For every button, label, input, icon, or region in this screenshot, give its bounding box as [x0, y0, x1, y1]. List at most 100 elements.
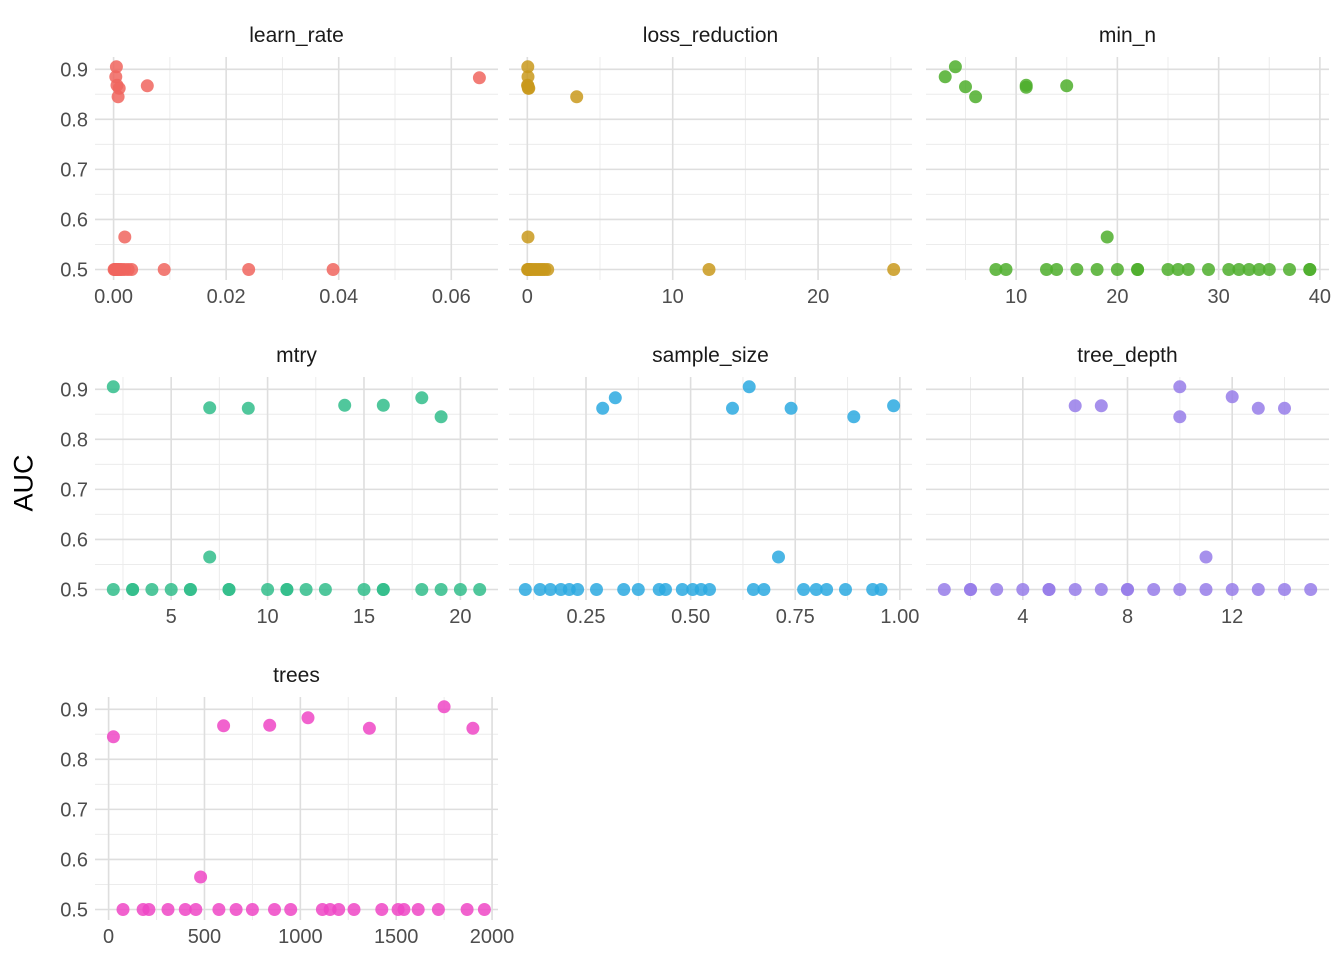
y-tick-label: 0.8 [60, 429, 88, 451]
data-point [617, 583, 631, 596]
data-point [937, 583, 951, 596]
data-point [140, 79, 154, 93]
facet-panel-tree_depth [926, 377, 1329, 600]
data-point [1225, 583, 1239, 596]
data-point [126, 583, 140, 596]
data-point [434, 410, 448, 424]
data-point [742, 380, 756, 394]
data-point [1147, 583, 1161, 596]
x-tick-label: 500 [188, 926, 221, 948]
data-point [570, 90, 584, 104]
x-tick-label: 12 [1221, 606, 1243, 628]
data-point [521, 60, 535, 74]
x-tick-label: 10 [256, 606, 278, 628]
data-point [397, 903, 411, 916]
data-point [178, 903, 192, 916]
y-tick-label: 0.7 [60, 799, 88, 821]
y-axis-title: AUC [8, 454, 39, 512]
data-point [466, 721, 480, 735]
x-tick-label: 1500 [374, 926, 419, 948]
data-point [222, 583, 236, 596]
data-point [1042, 583, 1056, 596]
x-tick-label: 0.06 [432, 286, 471, 308]
data-point [1040, 263, 1053, 276]
data-point [596, 401, 610, 415]
data-point [332, 903, 346, 916]
x-tick-label: 30 [1208, 286, 1230, 308]
data-point [1070, 263, 1084, 276]
facet-title-learn_rate: learn_rate [249, 24, 344, 47]
data-point [1252, 263, 1266, 276]
data-point [1278, 401, 1291, 415]
data-point [1090, 263, 1104, 276]
data-point [964, 583, 977, 596]
data-point [820, 583, 834, 596]
data-point [326, 263, 340, 276]
data-point [1060, 79, 1074, 93]
y-tick-label: 0.8 [60, 109, 88, 131]
facet-panel-trees [95, 697, 498, 920]
data-point [1161, 263, 1175, 276]
data-point [541, 263, 555, 276]
data-point [357, 583, 371, 596]
data-point [116, 903, 130, 916]
data-point [887, 263, 901, 276]
data-point [261, 583, 275, 596]
facet-row: trees 0 500 1000 1500 2000 0.9 0.8 0.7 0.6 0.5 [60, 664, 514, 948]
x-tick-label: 8 [1122, 606, 1133, 628]
x-tick-label: 0.04 [319, 286, 358, 308]
facet-panel-sample_size [509, 377, 912, 600]
data-point [938, 70, 952, 84]
data-point [241, 401, 255, 415]
x-tick-label: 0 [103, 926, 114, 948]
data-point [1251, 401, 1265, 415]
data-point [125, 263, 139, 276]
data-point [1016, 583, 1030, 596]
data-point [183, 583, 197, 596]
data-point [242, 263, 256, 276]
data-point [217, 719, 231, 733]
y-tick-label: 0.9 [60, 59, 88, 81]
data-point [989, 263, 1003, 276]
data-point [990, 583, 1004, 596]
facet-panel-loss_reduction [509, 57, 912, 280]
facet-panel-min_n [926, 57, 1329, 280]
facet-panel-mtry [95, 377, 498, 600]
data-point [460, 903, 474, 916]
x-tick-label: 0.50 [671, 606, 710, 628]
data-point [142, 903, 156, 916]
data-point [1225, 390, 1239, 404]
data-point [118, 230, 132, 244]
y-tick-label: 0.5 [60, 579, 88, 601]
data-point [1173, 583, 1187, 596]
data-point [887, 399, 901, 413]
y-tick-label: 0.7 [60, 479, 88, 501]
data-point [522, 81, 536, 95]
data-point [1131, 263, 1145, 276]
data-point [1173, 410, 1187, 424]
data-point [473, 583, 487, 596]
data-point [106, 730, 120, 744]
data-point [702, 263, 716, 276]
data-point [415, 583, 429, 596]
data-point [797, 583, 811, 596]
data-point [772, 550, 785, 564]
y-tick-label: 0.6 [60, 529, 88, 551]
data-point [376, 398, 390, 412]
data-point [874, 583, 888, 596]
facet-row: learn_rate 0.00 0.02 0.04 0.06 0.9 0.8 0.7 0.6 0.… [60, 24, 1331, 308]
data-point [299, 583, 313, 596]
data-point [1050, 263, 1064, 276]
data-point [157, 263, 171, 276]
x-tick-label: 0 [522, 286, 533, 308]
data-point [1242, 263, 1256, 276]
data-point [1121, 583, 1134, 596]
x-tick-label: 0.75 [776, 606, 815, 628]
data-point [1262, 263, 1276, 276]
data-point [431, 903, 445, 916]
x-tick-label: 10 [1005, 286, 1027, 308]
data-point [1100, 230, 1114, 244]
data-point [229, 903, 243, 916]
data-point [847, 410, 861, 424]
